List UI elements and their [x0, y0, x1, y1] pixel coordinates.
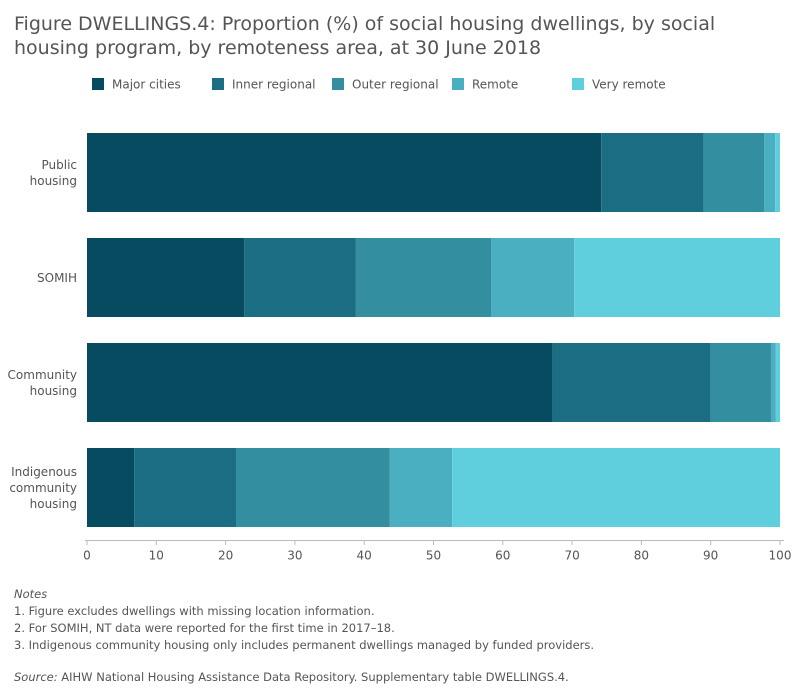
x-tick-label: 70 [564, 549, 579, 563]
source: Source: AIHW National Housing Assistance… [14, 670, 569, 684]
bar-segment [87, 238, 245, 317]
category-label: SOMIH [37, 270, 77, 285]
legend-swatch [452, 78, 464, 90]
bar-segment [775, 133, 780, 212]
legend-label: Very remote [592, 78, 666, 92]
notes-title: Notes [14, 587, 48, 601]
x-tick-label: 50 [426, 549, 441, 563]
x-tick-label: 40 [357, 549, 372, 563]
bar-segment [87, 133, 602, 212]
legend-swatch [572, 78, 584, 90]
legend-label: Outer regional [352, 78, 439, 92]
note-item: 2. For SOMIH, NT data were reported for … [14, 621, 395, 635]
legend-label: Major cities [112, 78, 181, 92]
bar-segment [703, 133, 765, 212]
x-tick-label: 60 [495, 549, 510, 563]
bar-segment [764, 133, 776, 212]
bar-segment [574, 238, 780, 317]
legend-swatch [92, 78, 104, 90]
x-tick-label: 90 [703, 549, 718, 563]
notes: Notes 1. Figure excludes dwellings with … [14, 586, 594, 654]
legend-swatch [332, 78, 344, 90]
legend-swatch [212, 78, 224, 90]
bar-segment [775, 343, 780, 422]
bar-segment [87, 343, 553, 422]
bar-segment [710, 343, 771, 422]
chart: Major cities Inner regional Outer regional… [83, 78, 792, 563]
bar-segment [235, 448, 390, 527]
x-tick-label: 100 [769, 549, 792, 563]
x-tick-label: 30 [287, 549, 302, 563]
legend-label: Remote [472, 78, 518, 92]
legend-label: Inner regional [232, 78, 316, 92]
bar-segment [601, 133, 704, 212]
category-label: Community housing [7, 367, 77, 398]
bar-segment [244, 238, 356, 317]
x-tick-label: 20 [218, 549, 233, 563]
note-item: 1. Figure excludes dwellings with missin… [14, 604, 375, 618]
bar-segment [452, 448, 780, 527]
category-label: Public housing [29, 157, 77, 188]
note-item: 3. Indigenous community housing only inc… [14, 638, 595, 652]
chart-title: Figure DWELLINGS.4: Proportion (%) of so… [14, 13, 716, 59]
source-label: Source: [14, 670, 58, 684]
bar-segment [87, 448, 135, 527]
category-label: Indigenous community housing [9, 464, 77, 511]
x-tick-label: 0 [83, 549, 91, 563]
bar-segment [770, 343, 776, 422]
bar-segment [355, 238, 492, 317]
bar-segment [389, 448, 453, 527]
x-tick-label: 80 [634, 549, 649, 563]
source-text: AIHW National Housing Assistance Data Re… [61, 670, 569, 684]
bar-segment [134, 448, 236, 527]
bar-segment [491, 238, 575, 317]
x-tick-label: 10 [149, 549, 164, 563]
bar-segment [552, 343, 711, 422]
